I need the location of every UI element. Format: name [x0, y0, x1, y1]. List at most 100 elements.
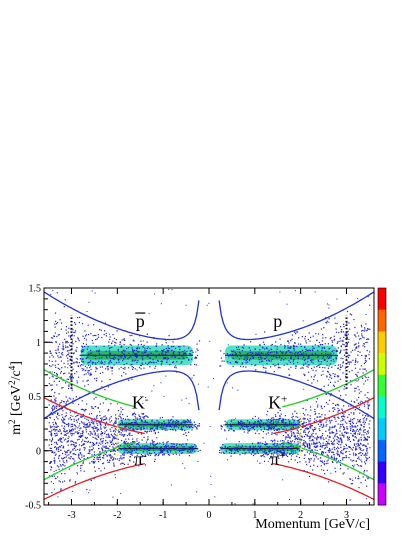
scatter-point [349, 361, 351, 363]
scatter-point [367, 407, 369, 409]
scatter-point [311, 449, 313, 451]
scatter-point [232, 447, 234, 450]
scatter-point [188, 451, 190, 453]
scatter-point [230, 452, 233, 454]
scatter-point [328, 379, 330, 381]
scatter-point [335, 357, 337, 359]
scatter-point [53, 424, 55, 426]
scatter-point [71, 425, 74, 427]
scatter-point [223, 352, 225, 355]
scatter-point [361, 326, 363, 328]
scatter-point [62, 420, 64, 422]
scatter-point [308, 443, 310, 445]
scatter-point [53, 428, 55, 430]
scatter-point [58, 333, 60, 336]
scatter-point [279, 356, 281, 358]
scatter-point [111, 450, 113, 452]
scatter-point [123, 339, 125, 341]
scatter-point [283, 440, 285, 442]
scatter-point [72, 343, 74, 345]
scatter-point [365, 456, 367, 458]
scatter-point [305, 340, 307, 342]
scatter-point [252, 450, 254, 453]
scatter-point [187, 420, 189, 422]
scatter-point [123, 371, 125, 374]
scatter-point [57, 448, 60, 451]
scatter-point [338, 455, 341, 457]
scatter-point [343, 428, 345, 430]
scatter-point [274, 440, 276, 442]
scatter-point [280, 450, 282, 452]
scatter-point [189, 426, 191, 428]
scatter-point [165, 427, 167, 429]
scatter-point [162, 454, 164, 456]
scatter-point [315, 401, 318, 403]
scatter-point [360, 452, 362, 454]
scatter-point [93, 462, 96, 464]
scatter-point [173, 424, 176, 426]
scatter-point [67, 341, 69, 344]
scatter-point [89, 361, 91, 363]
scatter-point [113, 356, 115, 358]
scatter-point [364, 437, 366, 439]
scatter-point [143, 416, 145, 418]
scatter-point [269, 450, 271, 452]
scatter-point [332, 451, 334, 453]
scatter-point [98, 456, 100, 459]
scatter-point [95, 427, 97, 429]
scatter-point [309, 426, 311, 428]
scatter-point [110, 420, 113, 422]
scatter-point [97, 406, 99, 409]
scatter-point [91, 361, 93, 363]
scatter-point [275, 424, 277, 427]
scatter-point [112, 438, 114, 440]
scatter-point [276, 451, 278, 453]
scatter-point [109, 417, 111, 419]
scatter-point [328, 410, 330, 412]
scatter-point [81, 422, 83, 424]
scatter-point [296, 438, 298, 440]
scatter-point [245, 362, 247, 364]
scatter-point [152, 359, 154, 361]
scatter-point [73, 361, 75, 363]
scatter-point [305, 362, 307, 364]
scatter-point [251, 364, 253, 366]
scatter-point [264, 441, 267, 443]
scatter-point [333, 385, 335, 387]
scatter-point [195, 356, 197, 358]
scatter-point [314, 344, 316, 346]
scatter-point [54, 407, 56, 409]
scatter-point [88, 370, 90, 372]
scatter-point [259, 446, 261, 448]
scatter-point [85, 339, 88, 341]
scatter-point [167, 345, 169, 347]
scatter-point [60, 440, 62, 443]
scatter-point [343, 344, 345, 346]
scatter-point [314, 428, 317, 430]
scatter-point [60, 488, 62, 490]
scatter-point [283, 428, 285, 430]
scatter-point [307, 371, 310, 373]
scatter-point [72, 402, 74, 404]
scatter-point [316, 449, 318, 452]
scatter-point [73, 433, 75, 435]
scatter-point [94, 437, 96, 439]
scatter-point [50, 461, 53, 463]
scatter-point [66, 441, 68, 443]
scatter-point [341, 442, 343, 444]
scatter-point [81, 408, 84, 410]
scatter-point [138, 465, 140, 467]
scatter-point [334, 471, 337, 473]
scatter-point [105, 368, 107, 370]
scatter-point [294, 345, 296, 348]
scatter-point [111, 370, 113, 372]
scatter-point [72, 444, 74, 446]
scatter-point [229, 452, 231, 454]
scatter-point [273, 443, 275, 446]
scatter-point [290, 445, 292, 447]
scatter-point [83, 457, 85, 460]
scatter-point [348, 446, 351, 448]
scatter-point [340, 464, 342, 466]
scatter-point [300, 367, 302, 369]
scatter-point [129, 427, 131, 430]
